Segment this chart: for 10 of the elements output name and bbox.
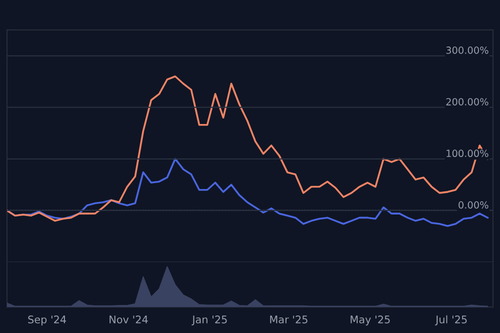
y-tick-label: 300.00% (446, 46, 488, 54)
x-tick-label: May '25 (350, 316, 390, 326)
x-tick-label: Nov '24 (110, 316, 148, 324)
y-tick-label: 200.00% (446, 98, 488, 106)
x-tick-label: Jan '25 (192, 316, 227, 326)
x-tick-label: Sep '24 (28, 316, 66, 326)
y-tick-label: 100.00% (446, 150, 488, 158)
x-tick-label: Mar '25 (270, 316, 308, 324)
y-tick-label: 0.00% (458, 201, 488, 209)
x-tick-label: Jul '25 (435, 315, 467, 326)
